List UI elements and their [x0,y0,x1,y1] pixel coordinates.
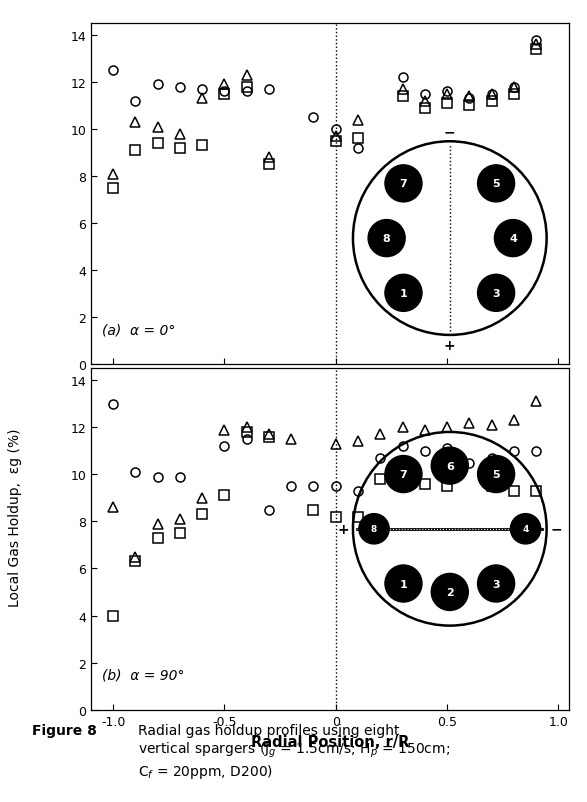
X-axis label: Radial Position, r/R: Radial Position, r/R [251,735,409,750]
Text: Local Gas Holdup,  εg (%): Local Gas Holdup, εg (%) [8,428,22,606]
Text: (a)  α = 0°: (a) α = 0° [102,322,176,337]
Text: (b)  α = 90°: (b) α = 90° [102,667,184,682]
Text: Figure 8: Figure 8 [32,723,97,737]
Text: Radial gas holdup profiles using eight
vertical spargers (J$_g$ = 1.5cm/s; H$_p$: Radial gas holdup profiles using eight v… [138,723,450,780]
